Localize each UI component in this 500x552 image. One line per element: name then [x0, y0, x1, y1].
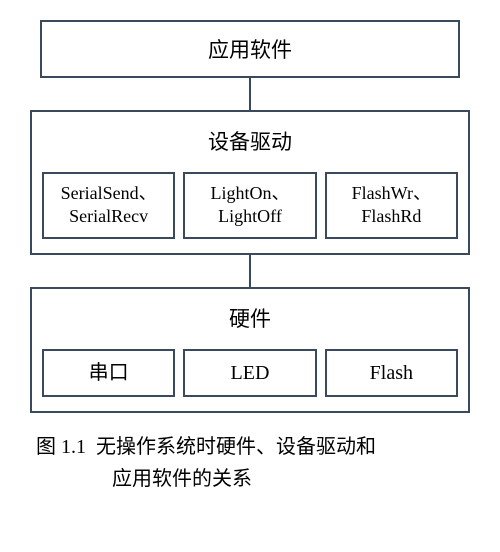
hardware-item-flash-label: Flash: [370, 360, 413, 386]
connector-driver-hardware: [249, 255, 251, 287]
driver-item-light-line2: LightOff: [218, 205, 282, 228]
hardware-item-serial-label: 串口: [89, 360, 129, 386]
figure-caption: 图 1.1 无操作系统时硬件、设备驱动和 应用软件的关系: [30, 431, 470, 495]
connector-app-driver: [249, 78, 251, 110]
driver-item-serial-line2: SerialRecv: [69, 205, 148, 228]
hardware-item-led: LED: [183, 349, 316, 397]
driver-item-flash-line2: FlashRd: [361, 205, 421, 228]
driver-item-light-line1: LightOn、: [210, 182, 289, 205]
driver-item-flash-line1: FlashWr、: [352, 182, 431, 205]
layer-driver: 设备驱动 SerialSend、 SerialRecv LightOn、 Lig…: [30, 110, 470, 255]
hardware-item-led-label: LED: [231, 360, 270, 386]
driver-item-light: LightOn、 LightOff: [183, 172, 316, 239]
layer-hardware: 硬件 串口 LED Flash: [30, 287, 470, 413]
layer-hardware-title: 硬件: [229, 303, 271, 333]
driver-item-flash: FlashWr、 FlashRd: [325, 172, 458, 239]
caption-prefix: 图 1.1: [36, 436, 86, 458]
layer-application: 应用软件: [40, 20, 460, 78]
diagram-container: 应用软件 设备驱动 SerialSend、 SerialRecv LightOn…: [0, 0, 500, 505]
layer-application-title: 应用软件: [208, 34, 292, 64]
driver-item-serial: SerialSend、 SerialRecv: [42, 172, 175, 239]
caption-line1: 无操作系统时硬件、设备驱动和: [96, 436, 376, 458]
hardware-items-row: 串口 LED Flash: [42, 349, 458, 397]
hardware-item-serial: 串口: [42, 349, 175, 397]
hardware-item-flash: Flash: [325, 349, 458, 397]
caption-line2: 应用软件的关系: [36, 463, 470, 495]
driver-items-row: SerialSend、 SerialRecv LightOn、 LightOff…: [42, 172, 458, 239]
layer-driver-title: 设备驱动: [208, 126, 292, 156]
driver-item-serial-line1: SerialSend、: [61, 182, 157, 205]
